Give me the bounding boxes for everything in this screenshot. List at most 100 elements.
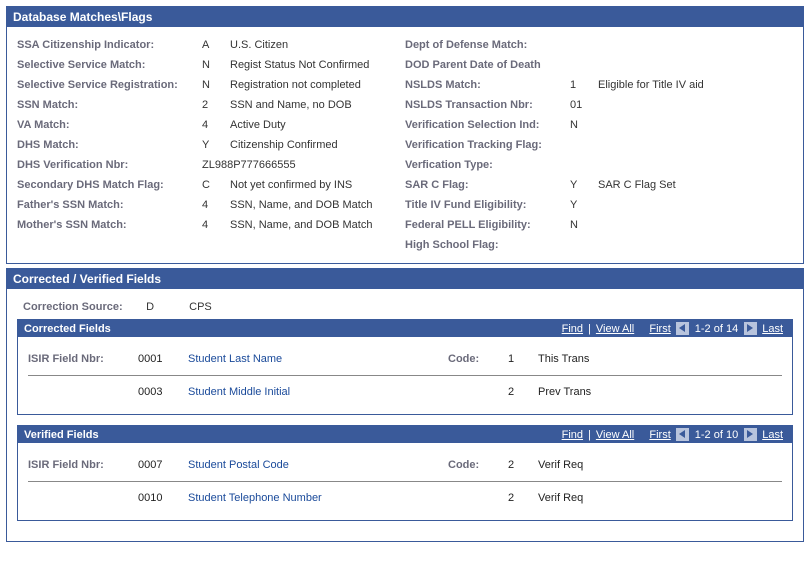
db-row: Father's SSN Match:4SSN, Name, and DOB M… <box>17 195 405 215</box>
db-field-label: Selective Service Match: <box>17 59 202 71</box>
verified-viewall-link[interactable]: View All <box>596 429 634 441</box>
verified-prev-icon[interactable] <box>676 428 689 441</box>
db-row: Federal PELL Eligibility:N <box>405 215 793 235</box>
correction-source-row: Correction Source: D CPS <box>17 295 793 319</box>
isir-field-label: ISIR Field Nbr: <box>28 459 138 471</box>
correction-source-code: D <box>146 301 186 313</box>
correction-source-label: Correction Source: <box>23 301 143 313</box>
code-label: Code: <box>448 459 508 471</box>
db-field-label: Father's SSN Match: <box>17 199 202 211</box>
db-row: Dept of Defense Match: <box>405 35 793 55</box>
db-row: SAR C Flag:YSAR C Flag Set <box>405 175 793 195</box>
db-field-code: Y <box>202 139 230 151</box>
db-field-code: C <box>202 179 230 191</box>
db-field-code: 2 <box>202 99 230 111</box>
corrected-prev-icon[interactable] <box>676 322 689 335</box>
db-field-desc: Regist Status Not Confirmed <box>230 59 405 71</box>
db-field-desc: SSN, Name, and DOB Match <box>230 199 405 211</box>
db-field-label: SSN Match: <box>17 99 202 111</box>
corrected-find-link[interactable]: Find <box>562 323 583 335</box>
db-field-label: NSLDS Transaction Nbr: <box>405 99 570 111</box>
db-row: Secondary DHS Match Flag:CNot yet confir… <box>17 175 405 195</box>
db-field-label: Mother's SSN Match: <box>17 219 202 231</box>
code-desc: Verif Req <box>538 459 583 471</box>
db-field-label: SAR C Flag: <box>405 179 570 191</box>
verified-range: 1-2 of 10 <box>695 429 738 441</box>
db-field-desc: Registration not completed <box>230 79 405 91</box>
db-field-code: 1 <box>570 79 598 91</box>
verified-find-link[interactable]: Find <box>562 429 583 441</box>
db-field-code: 4 <box>202 119 230 131</box>
isir-field-nbr: 0010 <box>138 492 188 504</box>
db-field-label: NSLDS Match: <box>405 79 570 91</box>
corrected-verified-title: Corrected / Verified Fields <box>7 269 803 289</box>
code-value: 2 <box>508 386 538 398</box>
db-field-label: VA Match: <box>17 119 202 131</box>
db-field-code: N <box>202 59 230 71</box>
grid-row: ISIR Field Nbr:0007Student Postal CodeCo… <box>28 449 782 481</box>
database-matches-section: Database Matches\Flags SSA Citizenship I… <box>6 6 804 264</box>
db-field-code: N <box>570 119 598 131</box>
db-field-desc: Not yet confirmed by INS <box>230 179 405 191</box>
isir-field-label: ISIR Field Nbr: <box>28 353 138 365</box>
db-row: SSA Citizenship Indicator:AU.S. Citizen <box>17 35 405 55</box>
isir-field-name: Student Telephone Number <box>188 492 448 504</box>
isir-field-nbr: 0003 <box>138 386 188 398</box>
db-row: Selective Service Registration:NRegistra… <box>17 75 405 95</box>
code-label: Code: <box>448 353 508 365</box>
db-field-label: Verification Tracking Flag: <box>405 139 570 151</box>
corrected-first-link[interactable]: First <box>649 323 670 335</box>
verified-first-link[interactable]: First <box>649 429 670 441</box>
db-row: Mother's SSN Match:4SSN, Name, and DOB M… <box>17 215 405 235</box>
db-field-label: SSA Citizenship Indicator: <box>17 39 202 51</box>
corrected-last-link[interactable]: Last <box>762 323 783 335</box>
isir-field-name: Student Last Name <box>188 353 448 365</box>
grid-row: ISIR Field Nbr:0001Student Last NameCode… <box>28 343 782 375</box>
code-desc: Verif Req <box>538 492 583 504</box>
db-row: Title IV Fund Eligibility:Y <box>405 195 793 215</box>
verified-fields-title: Verified Fields <box>24 429 559 441</box>
db-field-code: A <box>202 39 230 51</box>
db-field-code: Y <box>570 199 598 211</box>
code-value: 2 <box>508 492 538 504</box>
db-field-code: Y <box>570 179 598 191</box>
db-row: DHS Verification Nbr:ZL988P777666555 <box>17 155 405 175</box>
db-field-code: N <box>570 219 598 231</box>
db-field-desc: Active Duty <box>230 119 405 131</box>
corrected-fields-grid: Corrected Fields Find | View All First 1… <box>17 319 793 415</box>
db-field-desc: SAR C Flag Set <box>598 179 676 191</box>
corrected-next-icon[interactable] <box>744 322 757 335</box>
db-field-code: N <box>202 79 230 91</box>
code-value: 1 <box>508 353 538 365</box>
db-row: Selective Service Match:NRegist Status N… <box>17 55 405 75</box>
db-field-label: Verfication Type: <box>405 159 570 171</box>
code-desc: This Trans <box>538 353 589 365</box>
db-field-code: 4 <box>202 199 230 211</box>
db-field-desc: ZL988P777666555 <box>202 159 405 171</box>
db-field-desc: U.S. Citizen <box>230 39 405 51</box>
db-row: Verfication Type: <box>405 155 793 175</box>
db-field-code: 01 <box>570 99 598 111</box>
db-field-label: DHS Match: <box>17 139 202 151</box>
db-field-code: 4 <box>202 219 230 231</box>
correction-source-desc: CPS <box>189 301 212 313</box>
db-field-desc: Citizenship Confirmed <box>230 139 405 151</box>
db-right-column: Dept of Defense Match: DOD Parent Date of… <box>405 35 793 255</box>
db-field-label: Title IV Fund Eligibility: <box>405 199 570 211</box>
isir-field-name: Student Postal Code <box>188 459 448 471</box>
code-value: 2 <box>508 459 538 471</box>
db-row: SSN Match:2SSN and Name, no DOB <box>17 95 405 115</box>
corrected-viewall-link[interactable]: View All <box>596 323 634 335</box>
verified-next-icon[interactable] <box>744 428 757 441</box>
corrected-fields-title: Corrected Fields <box>24 323 559 335</box>
db-row: DOD Parent Date of Death <box>405 55 793 75</box>
verified-last-link[interactable]: Last <box>762 429 783 441</box>
verified-fields-grid: Verified Fields Find | View All First 1-… <box>17 425 793 521</box>
db-field-label: DOD Parent Date of Death <box>405 59 570 71</box>
db-row: High School Flag: <box>405 235 793 255</box>
db-row: VA Match:4Active Duty <box>17 115 405 135</box>
db-row: NSLDS Transaction Nbr:01 <box>405 95 793 115</box>
db-field-desc: SSN and Name, no DOB <box>230 99 405 111</box>
corrected-range: 1-2 of 14 <box>695 323 738 335</box>
db-row: NSLDS Match:1Eligible for Title IV aid <box>405 75 793 95</box>
